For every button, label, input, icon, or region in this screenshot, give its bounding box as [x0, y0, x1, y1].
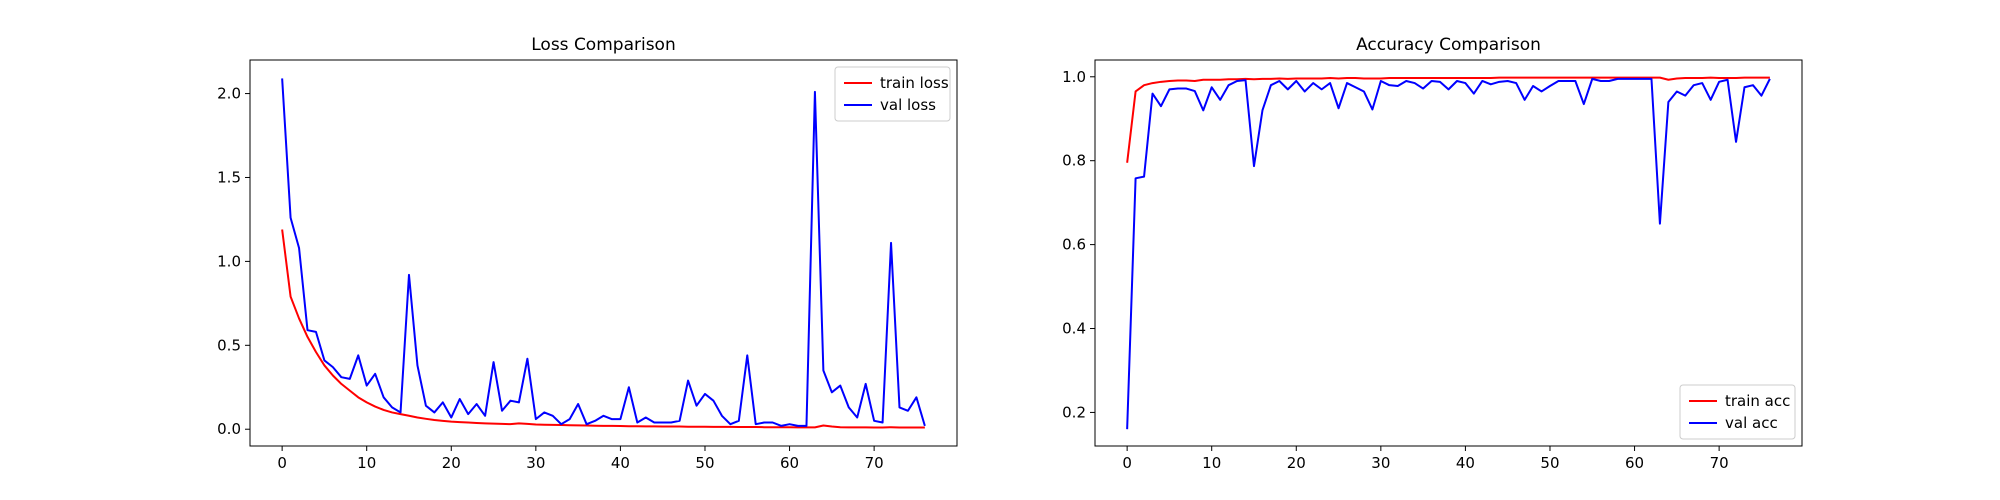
x-tick-label: 0 [277, 454, 287, 472]
x-tick-label: 20 [442, 454, 461, 472]
x-tick-label: 10 [357, 454, 376, 472]
x-tick-label: 60 [1625, 454, 1644, 472]
y-tick-label: 1.0 [1062, 68, 1086, 86]
loss-comparison-chart: Loss Comparison 0 10 20 30 40 50 60 70 0.0 0.5 1.0 1… [217, 35, 958, 472]
legend-box [834, 66, 951, 122]
plot-frame [249, 59, 958, 447]
chart-title: Loss Comparison [531, 35, 675, 55]
plot-frame [1094, 59, 1803, 447]
y-tick-label: 2.0 [217, 85, 241, 103]
x-tick-label: 30 [1371, 454, 1390, 472]
x-tick-label: 20 [1287, 454, 1306, 472]
x-tick-label: 30 [526, 454, 545, 472]
legend-label: train acc [1725, 392, 1790, 410]
x-tick-label: 70 [1710, 454, 1729, 472]
series-line-train-loss [281, 229, 925, 429]
x-tick-label: 10 [1202, 454, 1221, 472]
legend: train acc val acc [1679, 384, 1796, 440]
y-tick-label: 0.5 [217, 336, 241, 354]
series-line-val-acc [1126, 77, 1771, 430]
series-line-val-loss [281, 78, 926, 427]
legend-label: val acc [1725, 414, 1778, 432]
legend-box [1679, 384, 1796, 440]
x-tick-label: 0 [1122, 454, 1132, 472]
y-tick-label: 0.4 [1062, 320, 1086, 338]
x-tick-label: 50 [1540, 454, 1559, 472]
y-tick-label: 1.5 [217, 168, 241, 186]
x-tick-label: 50 [695, 454, 714, 472]
y-tick-label: 0.0 [217, 420, 241, 438]
legend-label: val loss [880, 96, 936, 114]
y-tick-label: 0.8 [1062, 152, 1086, 170]
series-line-train-acc [1126, 76, 1770, 163]
x-tick-label: 40 [611, 454, 630, 472]
x-tick-label: 70 [865, 454, 884, 472]
legend: train loss val loss [834, 66, 951, 122]
y-tick-label: 0.2 [1062, 403, 1086, 421]
y-tick-label: 0.6 [1062, 236, 1086, 254]
x-tick-label: 60 [780, 454, 799, 472]
accuracy-comparison-chart: Accuracy Comparison 0 10 20 30 40 50 60 70 0.2 0.4… [1062, 35, 1803, 472]
y-tick-label: 1.0 [217, 252, 241, 270]
x-tick-label: 40 [1456, 454, 1475, 472]
legend-label: train loss [880, 74, 949, 92]
chart-title: Accuracy Comparison [1356, 35, 1541, 55]
